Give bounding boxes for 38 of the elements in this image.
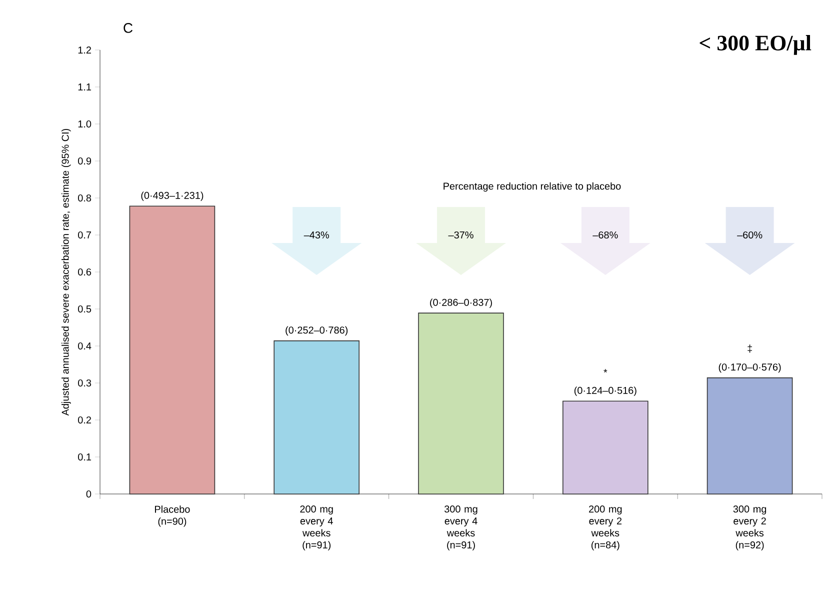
y-tick-label: 0.4 — [78, 342, 92, 350]
y-tick-label: 0.9 — [78, 157, 92, 165]
annotation: Percentage reduction relative to placebo — [444, 182, 621, 192]
annotation: (0·170–0·576) — [718, 363, 781, 373]
x-tick-label: Placebo (n=90) — [155, 506, 190, 527]
annotation: (0·493–1·231) — [141, 192, 204, 201]
annotation: –68% — [592, 231, 618, 239]
annotation: (0·124–0·516) — [574, 386, 636, 396]
y-tick-label: 0.7 — [78, 231, 91, 239]
y-tick-label: 0.2 — [78, 416, 91, 424]
y-tick-label: 1.0 — [78, 120, 92, 128]
annotation: –43% — [304, 231, 329, 239]
bar — [418, 312, 504, 494]
y-tick-label: 1.2 — [78, 46, 91, 54]
bar — [706, 377, 793, 494]
y-tick-label: 0.5 — [78, 305, 92, 313]
annotation: ‡ — [748, 344, 752, 353]
y-tick-label: 0.3 — [78, 379, 92, 387]
annotation: (0·286–0·837) — [430, 298, 492, 308]
annotation: (0·252–0·786) — [286, 326, 348, 336]
y-tick-label: 0.8 — [78, 194, 92, 202]
y-tick-label: 1.1 — [78, 84, 92, 90]
x-tick-label: 300 mg every 4 weeks (n=91) — [444, 506, 478, 550]
annotation: –37% — [448, 231, 474, 239]
y-tick-label: 0.1 — [78, 453, 92, 461]
annotation: * — [604, 369, 608, 373]
annotation: < 300 EO/µl — [700, 35, 812, 55]
annotation: –60% — [737, 231, 762, 239]
x-tick-label: 200 mg every 4 weeks (n=91) — [300, 506, 333, 550]
bar — [562, 400, 648, 494]
y-tick-label: 0.6 — [78, 268, 92, 276]
x-tick-label: 300 mg every 2 weeks (n=92) — [733, 506, 766, 550]
y-tick-label: 0 — [86, 490, 92, 498]
bar — [129, 206, 216, 494]
bar — [274, 340, 360, 494]
x-tick-label: 200 mg every 2 weeks (n=84) — [589, 506, 622, 550]
y-axis-title: Adjusted annualised severe exacerbation rate, estimate (95% CI) — [62, 128, 71, 416]
text: C — [124, 23, 133, 33]
